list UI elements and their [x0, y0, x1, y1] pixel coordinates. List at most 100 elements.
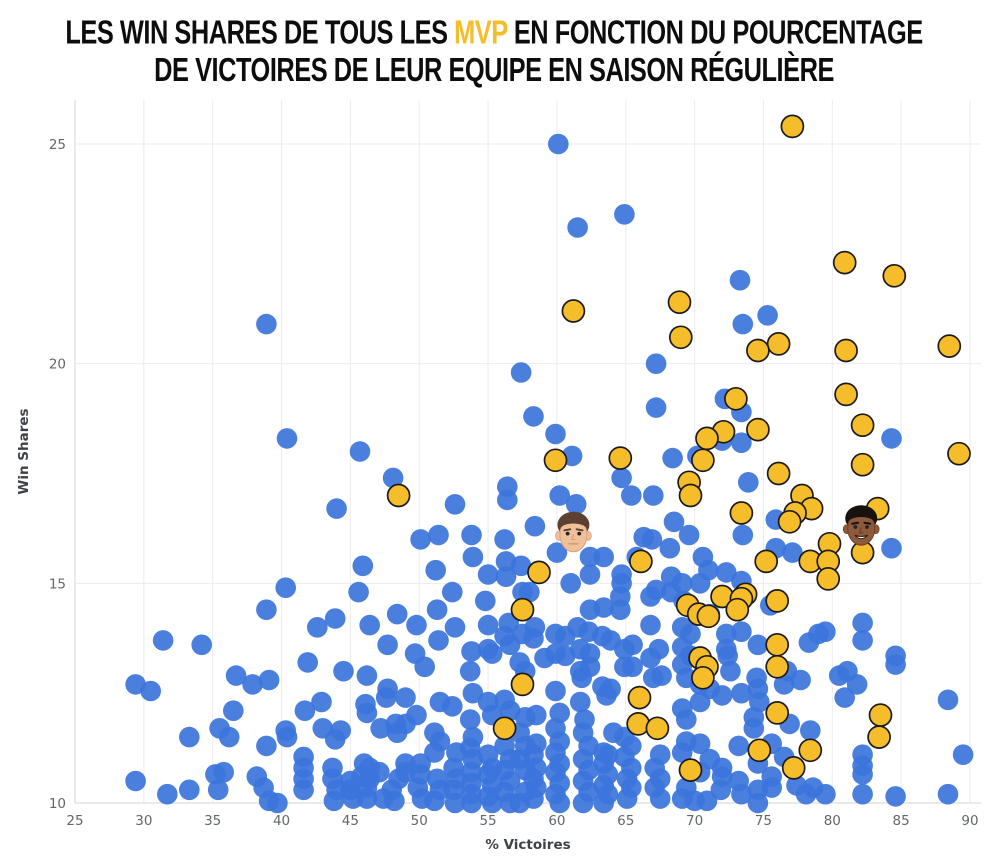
player-point — [852, 783, 873, 805]
mvp-point — [780, 114, 805, 139]
player-point — [579, 564, 601, 585]
player-point — [444, 617, 466, 638]
player-point — [477, 614, 499, 636]
player-point — [731, 682, 752, 704]
face-brow — [851, 521, 860, 525]
player-point — [731, 432, 752, 454]
mvp-point — [667, 290, 692, 315]
player-point — [459, 709, 481, 730]
player-point — [424, 790, 445, 812]
mvp-face-light — [555, 511, 592, 553]
player-point — [545, 680, 566, 702]
face-brow — [575, 528, 584, 532]
player-point — [616, 788, 638, 809]
player-point — [565, 494, 587, 515]
player-point — [852, 612, 873, 634]
mvp-point — [386, 483, 411, 508]
player-point — [649, 788, 671, 809]
mvp-point — [834, 338, 858, 363]
player-point — [689, 573, 711, 594]
mvp-point — [691, 448, 715, 473]
player-point — [523, 406, 544, 427]
title-line-2: DE VICTOIRES DE LEUR EQUIPE EN SAISON RÉ… — [154, 51, 835, 89]
player-point — [732, 313, 754, 335]
mvp-point — [832, 250, 857, 275]
player-point — [717, 645, 738, 667]
player-point — [256, 313, 277, 335]
player-point — [593, 597, 614, 618]
face-nose — [570, 534, 576, 540]
title-mvp-accent: MVP — [454, 14, 509, 51]
player-point — [710, 779, 732, 801]
player-point — [414, 656, 436, 678]
x-tick-label: 45 — [342, 813, 359, 829]
player-point — [152, 630, 174, 651]
mvp-point — [725, 597, 750, 622]
player-point — [191, 634, 212, 656]
face-brow — [863, 521, 872, 525]
player-point — [297, 652, 319, 673]
player-point — [256, 599, 277, 620]
player-point — [610, 599, 631, 620]
mvp-point — [543, 448, 568, 473]
player-point — [641, 529, 663, 550]
player-point — [349, 441, 371, 462]
player-point — [676, 709, 697, 730]
mvp-point — [492, 716, 517, 741]
player-point — [662, 447, 683, 469]
player-point — [671, 742, 693, 763]
mvp-point — [678, 483, 703, 508]
player-point — [937, 783, 959, 805]
player-point — [179, 779, 200, 801]
player-point — [179, 726, 200, 748]
player-point — [731, 783, 752, 805]
player-point — [696, 790, 718, 812]
mvp-point — [747, 738, 772, 763]
player-point — [548, 133, 569, 155]
player-point — [510, 362, 532, 383]
player-point — [386, 603, 408, 625]
mvp-point — [777, 509, 802, 534]
face-eye — [853, 525, 858, 529]
player-point — [294, 700, 316, 721]
player-point — [442, 581, 463, 603]
player-point — [382, 467, 404, 489]
player-point — [324, 608, 346, 629]
player-point — [461, 792, 482, 814]
mvp-point — [765, 654, 790, 679]
player-point — [596, 685, 617, 706]
mvp-point — [781, 756, 806, 780]
player-point — [523, 628, 544, 649]
x-tick-label: 65 — [617, 813, 634, 829]
face-hair-front — [560, 515, 587, 529]
mvp-point — [510, 672, 535, 697]
player-point — [729, 269, 751, 291]
player-point — [885, 786, 906, 807]
player-point — [348, 581, 369, 603]
player-point — [731, 621, 752, 642]
tick-labels: 25 30 35 40 45 50 55 60 65 70 75 80 85 90 10 15 20 25 — [49, 137, 979, 829]
player-point — [952, 744, 974, 765]
player-point — [481, 792, 503, 814]
player-point — [554, 645, 576, 667]
player-point — [689, 691, 711, 713]
player-point — [406, 614, 427, 636]
player-point — [510, 555, 532, 577]
player-point — [738, 472, 759, 493]
player-point — [593, 792, 614, 814]
mvp-point — [947, 441, 971, 466]
player-point — [545, 423, 566, 445]
player-point — [442, 696, 463, 717]
player-point — [846, 674, 868, 695]
face-eye — [865, 525, 869, 529]
player-point — [571, 667, 592, 689]
player-point — [549, 485, 570, 506]
player-point — [523, 788, 544, 809]
title-line-1: LES WIN SHARES DE TOUS LES MVP EN FONCTI… — [66, 14, 924, 52]
x-tick-label: 40 — [273, 813, 290, 829]
player-point — [359, 614, 381, 636]
player-point — [645, 397, 667, 418]
player-point — [621, 485, 642, 506]
player-point — [275, 577, 297, 598]
player-point — [534, 647, 555, 669]
